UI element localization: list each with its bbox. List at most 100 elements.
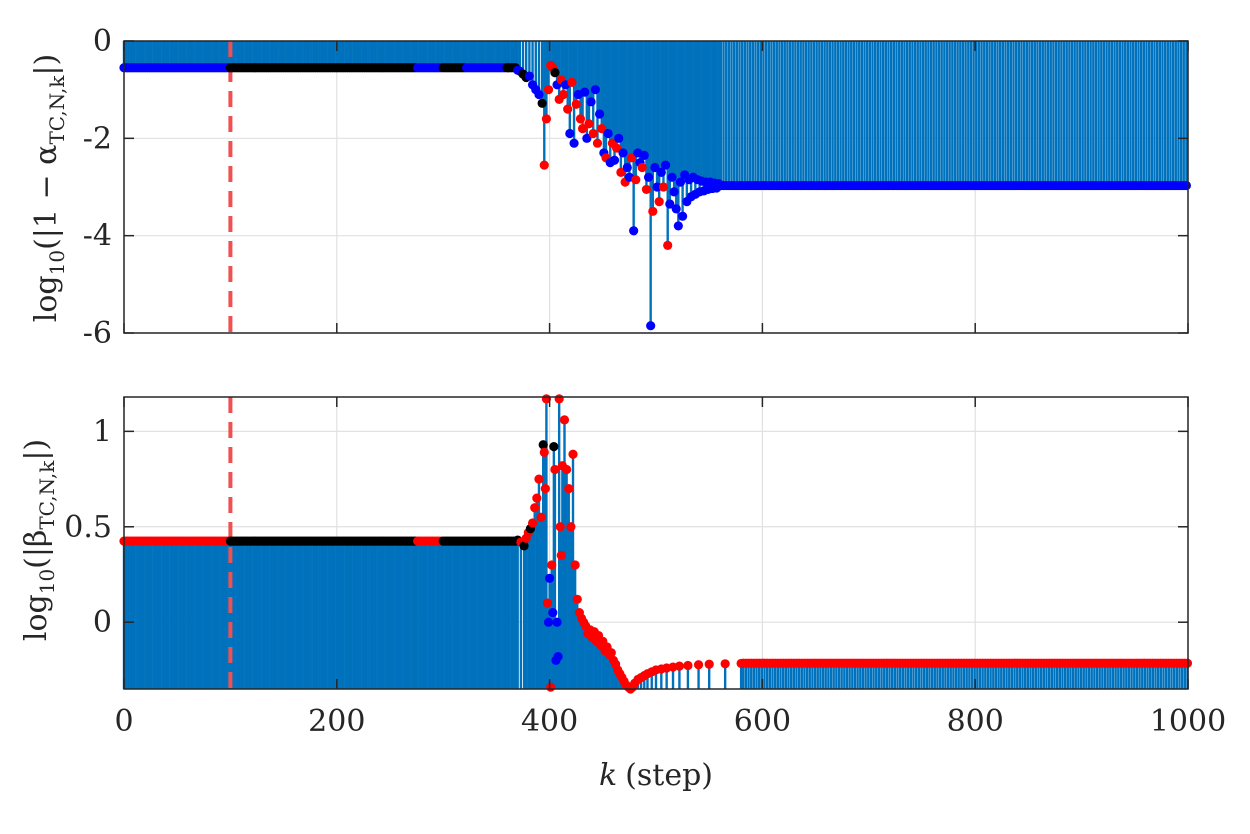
data-point [545, 573, 555, 583]
data-point [663, 240, 673, 250]
data-point [693, 660, 704, 670]
top-y-label-body: (|1 − α [29, 145, 64, 250]
data-point [536, 512, 546, 522]
data-point [559, 415, 570, 425]
data-point [563, 104, 573, 114]
data-point [597, 124, 607, 134]
data-point [577, 124, 588, 134]
top-axes-frame [123, 40, 1189, 334]
data-point [564, 484, 574, 494]
data-point [704, 659, 714, 669]
data-point [643, 172, 654, 182]
data-point [622, 162, 632, 173]
y-tick-label: -6 [83, 316, 112, 351]
x-tick-label: 1000 [1150, 704, 1226, 739]
top-markers [119, 60, 1192, 331]
data-point [616, 167, 626, 177]
data-point [654, 197, 664, 207]
bottom-y-label-prefix: log [19, 594, 54, 641]
data-point [558, 89, 569, 100]
y-tick-label: 1 [93, 414, 112, 449]
data-point [603, 128, 613, 139]
data-point [534, 474, 544, 484]
data-point [588, 128, 598, 139]
data-point [571, 99, 581, 109]
data-point [554, 394, 564, 404]
data-point [648, 206, 658, 216]
data-point [541, 114, 552, 124]
data-point [720, 659, 730, 669]
data-point [552, 617, 562, 627]
bottom-y-label-base: 10 [35, 569, 59, 594]
data-point [656, 167, 666, 177]
bottom-y-label-sub: TC,N,k [35, 460, 59, 530]
data-point [671, 204, 681, 214]
top-y-label-suffix: |) [29, 54, 64, 76]
bottom-panel: 10.50 0 200 400 600 800 1000 log10(|βTC,N,k|)… [19, 394, 1226, 793]
data-point [660, 160, 671, 170]
bottom-axes-frame [123, 396, 1189, 690]
top-y-label-base: 10 [45, 250, 69, 275]
data-point [546, 682, 556, 692]
top-y-axis-label: log10(|1 − αTC,N,k|) [29, 54, 69, 323]
data-point [540, 484, 550, 494]
data-point [582, 133, 592, 143]
y-tick-label: 0 [93, 24, 112, 59]
data-point [590, 85, 600, 95]
data-point [572, 594, 582, 604]
top-y-ticks: 0 -2 -4 -6 [83, 24, 1189, 351]
data-point [631, 175, 641, 185]
top-y-label-prefix: log [29, 275, 64, 322]
x-tick-label: 800 [947, 704, 1004, 739]
x-tick-label: 200 [308, 704, 365, 739]
top-y-label-sub: TC,N,k [45, 75, 69, 145]
data-point [549, 442, 559, 452]
data-point [532, 493, 542, 503]
data-point [543, 617, 554, 627]
data-point [614, 133, 624, 143]
data-point [641, 184, 652, 195]
data-point [650, 162, 660, 173]
data-point [678, 211, 688, 221]
data-point [606, 648, 616, 658]
y-tick-label: -2 [83, 121, 112, 156]
data-point [575, 114, 586, 124]
data-point [568, 449, 578, 459]
data-point [570, 560, 580, 570]
data-point [538, 440, 548, 450]
data-point [562, 464, 572, 475]
data-point [543, 85, 554, 95]
data-point [519, 541, 529, 551]
data-point [556, 550, 566, 561]
data-point [675, 177, 686, 187]
data-point [555, 522, 565, 532]
data-point [584, 119, 594, 129]
x-axis-label: k (step) [599, 758, 713, 793]
data-point [565, 128, 575, 139]
y-tick-label: -4 [83, 219, 112, 254]
y-tick-label: 0 [93, 605, 112, 640]
data-point [569, 138, 579, 148]
bottom-y-axis-label: log10(|βTC,N,k|) [19, 439, 59, 641]
data-point [567, 77, 577, 87]
data-point [612, 143, 622, 153]
data-point [652, 182, 662, 192]
data-point [547, 560, 557, 570]
data-point [673, 221, 683, 231]
bottom-markers [119, 394, 1193, 694]
data-point [530, 503, 540, 513]
data-point [550, 68, 560, 78]
x-label-text: (step) [625, 758, 713, 793]
data-point [618, 148, 628, 158]
data-point [592, 138, 603, 148]
data-point [580, 87, 590, 97]
bottom-y-label-suffix: |) [19, 439, 54, 461]
data-point [674, 661, 685, 671]
data-point [524, 71, 534, 81]
data-point [1181, 180, 1192, 191]
data-point [527, 518, 538, 528]
data-point [548, 608, 558, 618]
data-point [539, 447, 549, 457]
data-point [553, 651, 563, 662]
